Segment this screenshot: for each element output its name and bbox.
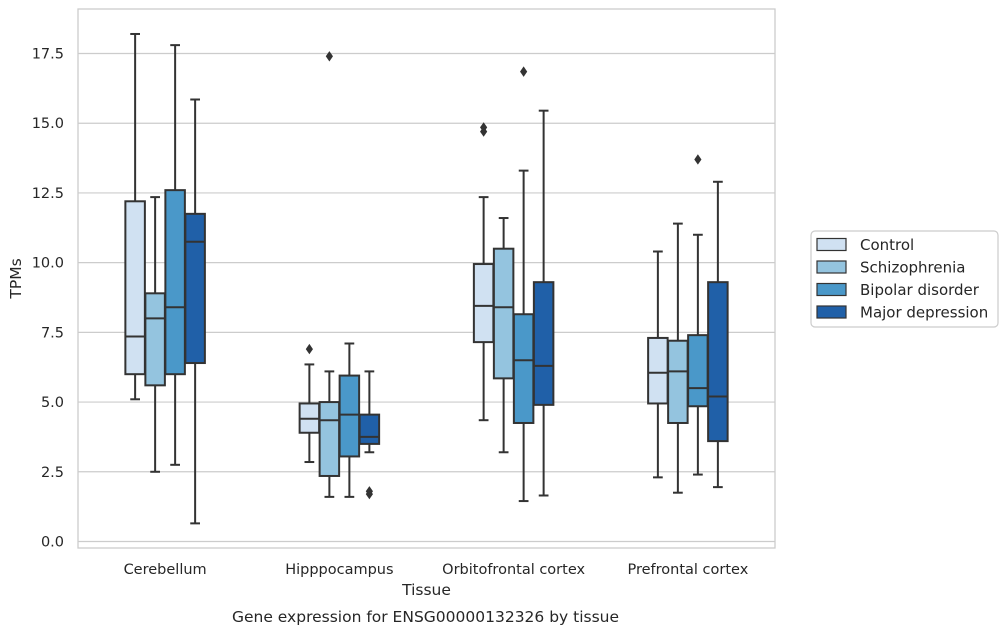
box-bipolar-disorder <box>512 66 535 503</box>
y-tick-label: 15.0 <box>32 116 64 132</box>
y-tick-label: 2.5 <box>41 465 64 481</box>
box-major-depression <box>358 370 381 500</box>
y-tick-label: 10.0 <box>32 256 64 272</box>
legend-frame <box>810 230 999 328</box>
box-schizophrenia <box>492 217 515 454</box>
box-major-depression <box>707 180 729 489</box>
x-axis-ticks: Cerebellum Hipppocampus Orbitofrontal cort… <box>124 562 749 578</box>
box-iqr <box>687 334 709 408</box>
box-control <box>124 32 146 401</box>
x-tick-label: Prefrontal cortex <box>627 562 748 578</box>
y-tick-label: 17.5 <box>32 47 64 63</box>
x-tick-label: Hipppocampus <box>285 562 393 578</box>
box-iqr <box>472 263 495 344</box>
y-tick-label: 12.5 <box>32 186 64 202</box>
box-iqr <box>184 212 206 365</box>
outlier-point <box>520 66 528 77</box>
box-iqr <box>667 339 689 424</box>
legend-label: Schizophrenia <box>860 259 965 277</box>
legend-label: Major depression <box>860 304 988 322</box>
chart-caption: Gene expression for ENSG00000132326 by t… <box>232 608 619 626</box>
y-axis-title: TPMs <box>7 258 25 299</box>
legend-label: Control <box>860 236 914 254</box>
y-tick-label: 7.5 <box>41 325 64 341</box>
box-iqr <box>512 313 535 424</box>
legend-swatch <box>816 260 847 274</box>
box-iqr <box>338 374 361 458</box>
box-control <box>298 343 321 464</box>
outlier-point <box>365 486 373 497</box>
legend-label: Bipolar disorder <box>860 281 980 299</box>
box-iqr <box>647 336 669 405</box>
y-axis-ticks: 0.0 2.5 5.0 7.5 10.0 12.5 15.0 17.5 <box>32 47 64 551</box>
box-iqr <box>492 247 515 380</box>
x-axis-title: Tissue <box>401 581 451 599</box>
box-bipolar-disorder <box>338 342 361 498</box>
legend-swatch <box>816 237 847 252</box>
box-iqr <box>358 413 381 445</box>
box-schizophrenia <box>318 51 341 498</box>
outlier-point <box>325 51 333 62</box>
box-control <box>647 250 669 479</box>
box-major-depression <box>532 109 555 497</box>
box-plots <box>124 32 729 525</box>
box-iqr <box>532 281 555 406</box>
box-iqr <box>124 200 146 376</box>
box-iqr <box>144 292 166 387</box>
box-bipolar-disorder <box>687 154 709 476</box>
legend-swatch <box>816 282 847 297</box>
x-tick-label: Orbitofrontal cortex <box>442 562 585 578</box>
legend: Control Schizophrenia Bipolar disorder Majo… <box>810 230 999 328</box>
x-tick-label: Cerebellum <box>124 562 207 578</box>
outlier-point <box>694 154 702 165</box>
y-tick-label: 0.0 <box>41 535 64 551</box>
plot-area-frame <box>77 8 776 549</box>
outlier-point <box>480 122 488 133</box>
legend-swatch <box>816 305 847 319</box>
box-control <box>472 122 495 422</box>
outlier-point <box>305 343 313 355</box>
box-iqr <box>318 401 341 477</box>
box-major-depression <box>184 98 206 525</box>
box-schizophrenia <box>144 196 166 473</box>
box-iqr <box>164 189 186 376</box>
y-tick-label: 5.0 <box>41 395 64 411</box>
box-schizophrenia <box>667 222 689 494</box>
box-iqr <box>707 281 729 443</box>
